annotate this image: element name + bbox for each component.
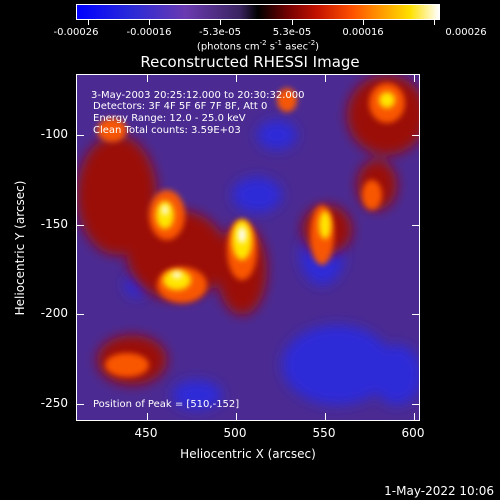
y-tick-label: -200 xyxy=(40,306,68,320)
x-tick xyxy=(414,75,415,82)
y-tick-label: -100 xyxy=(40,127,68,141)
y-tick xyxy=(412,404,419,405)
colorbar-tick xyxy=(88,20,89,25)
image-title: Reconstructed RHESSI Image xyxy=(140,53,360,71)
colorbar-tick xyxy=(292,20,293,25)
energy-annotation: Energy Range: 12.0 - 25.0 keV xyxy=(93,113,246,124)
colorbar-label: 0.00026 xyxy=(445,27,487,38)
x-tick-label: 450 xyxy=(134,426,158,440)
colorbar-tick xyxy=(220,20,221,25)
y-tick-label: -150 xyxy=(40,217,68,231)
colorbar-tick xyxy=(363,20,364,25)
colorbar-label: -0.00016 xyxy=(126,27,172,38)
colorbar-label: 0.00016 xyxy=(342,27,384,38)
colorbar-units: (photons cm-2 s-1 asec-2) xyxy=(196,39,320,53)
y-tick xyxy=(77,225,84,226)
clean-annotation: Clean Total counts: 3.59E+03 xyxy=(93,125,241,136)
y-tick xyxy=(412,225,419,226)
detectors-annotation: Detectors: 3F 4F 5F 6F 7F 8F, Att 0 xyxy=(93,101,268,112)
peak-annotation: Position of Peak = [510,-152] xyxy=(93,399,240,410)
x-tick-label: 500 xyxy=(223,426,247,440)
plot-timestamp: 1-May-2022 10:06 xyxy=(384,484,494,498)
x-tick xyxy=(236,75,237,82)
colorbar-tick xyxy=(149,20,150,25)
x-tick xyxy=(414,413,415,420)
rhessi-image: 3-May-2003 20:25:12.000 to 20:30:32.000 … xyxy=(76,74,420,421)
x-tick-label: 600 xyxy=(401,426,425,440)
colorbar-tick xyxy=(434,20,435,25)
y-tick xyxy=(77,135,84,136)
x-tick-label: 550 xyxy=(312,426,336,440)
y-tick-label: -250 xyxy=(40,396,68,410)
x-axis-label: Heliocentric X (arcsec) xyxy=(180,447,316,461)
x-tick xyxy=(147,75,148,82)
y-tick xyxy=(412,135,419,136)
colorbar-label: -0.00026 xyxy=(53,27,99,38)
colorbar-label: -5.3e-05 xyxy=(199,27,241,38)
x-tick xyxy=(236,413,237,420)
y-axis-label: Heliocentric Y (arcsec) xyxy=(13,180,27,316)
x-tick xyxy=(325,413,326,420)
colorbar xyxy=(76,4,440,20)
y-tick xyxy=(77,404,84,405)
colorbar-label: 5.3e-05 xyxy=(272,27,312,38)
y-tick xyxy=(412,314,419,315)
y-tick xyxy=(77,314,84,315)
time-range-annotation: 3-May-2003 20:25:12.000 to 20:30:32.000 xyxy=(91,90,305,101)
rhessi-image-pixels xyxy=(77,75,419,420)
x-tick xyxy=(147,413,148,420)
x-tick xyxy=(325,75,326,82)
